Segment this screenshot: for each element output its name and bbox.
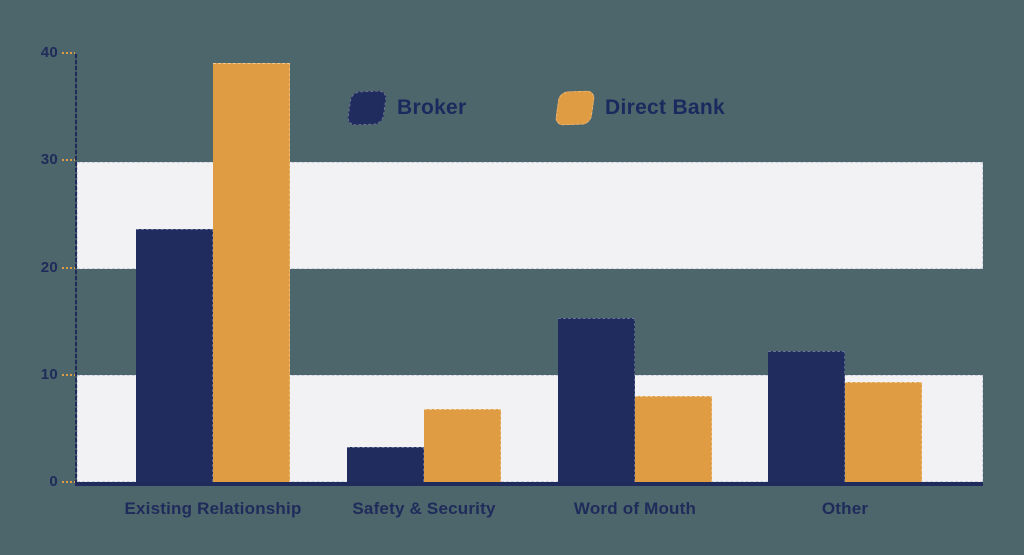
y-axis-tick (62, 159, 75, 162)
y-axis-label: 20 (40, 258, 58, 276)
bar-group-safety-security (347, 409, 501, 482)
y-axis-tick (62, 52, 75, 54)
x-axis-label-existing-relationship: Existing Relationship (124, 499, 302, 518)
y-axis-tick (62, 481, 75, 483)
y-axis-label: 30 (40, 151, 58, 169)
y-axis-tick (62, 373, 75, 376)
bar-broker-existing-relationship (136, 228, 213, 482)
y-axis-line (75, 54, 77, 482)
legend-label-broker: Broker (397, 96, 467, 119)
y-axis-label: 10 (40, 365, 58, 383)
bar-broker-other (768, 351, 845, 482)
legend-label-direct-bank: Direct Bank (605, 96, 726, 119)
bar-group-word-of-mouth (558, 317, 712, 482)
bar-group-other (768, 351, 922, 482)
x-axis-line (75, 482, 983, 486)
y-axis-label: 0 (49, 473, 58, 490)
y-axis-label: 40 (40, 44, 58, 61)
bar-group-existing-relationship (136, 62, 290, 482)
bar-broker-word-of-mouth (558, 317, 635, 482)
x-axis-label-word-of-mouth: Word of Mouth (573, 499, 697, 518)
legend-item-broker: Broker (346, 90, 467, 126)
bar-direct-bank-safety-security (424, 409, 501, 482)
legend-item-direct-bank: Direct Bank (554, 90, 726, 126)
legend-swatch-direct-bank-icon (554, 90, 596, 126)
y-axis-tick (62, 266, 75, 269)
legend-swatch-broker-icon (346, 90, 388, 126)
bar-broker-safety-security (347, 446, 424, 482)
bar-direct-bank-word-of-mouth (635, 396, 712, 482)
x-axis-label-other: Other (821, 499, 869, 518)
bar-direct-bank-existing-relationship (213, 62, 290, 482)
bar-direct-bank-other (845, 382, 922, 482)
x-axis-label-safety-security: Safety & Security (352, 499, 496, 518)
